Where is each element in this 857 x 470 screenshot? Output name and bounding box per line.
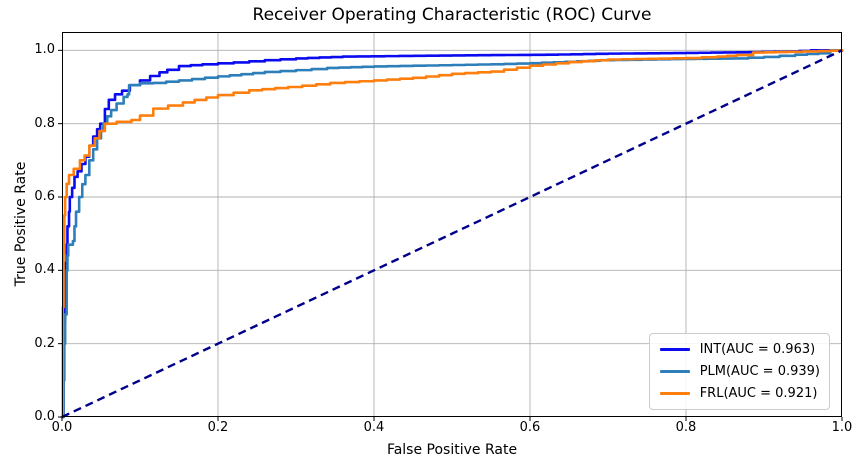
y-tick-label: 0.4 bbox=[34, 262, 55, 278]
x-axis-label: False Positive Rate bbox=[386, 442, 518, 458]
x-tick-label: 0.4 bbox=[363, 420, 385, 435]
y-tick-label: 0.6 bbox=[34, 189, 55, 204]
roc-curve-frl bbox=[60, 49, 844, 419]
legend-line-swatch bbox=[659, 392, 690, 395]
legend-item-int: INT(AUC = 0.963) bbox=[659, 340, 820, 359]
y-tick-label: 0.0 bbox=[34, 409, 55, 424]
y-tick-label: 1.0 bbox=[34, 42, 55, 58]
x-tick-label: 0.6 bbox=[519, 420, 541, 435]
axes-spines bbox=[62, 32, 842, 417]
legend-label: PLM(AUC = 0.939) bbox=[699, 364, 820, 379]
legend-line-swatch bbox=[659, 370, 690, 373]
plot-area: INT(AUC = 0.963) PLM(AUC = 0.939) FRL(AUC … bbox=[58, 32, 844, 421]
x-tick-label: 0.0 bbox=[51, 420, 73, 435]
chart-canvas bbox=[58, 32, 844, 421]
legend-line-swatch bbox=[659, 348, 690, 351]
x-tick-label: 1.0 bbox=[831, 420, 853, 435]
legend-label: FRL(AUC = 0.921) bbox=[699, 386, 818, 401]
x-tick-label: 0.2 bbox=[207, 420, 229, 435]
legend-label: INT(AUC = 0.963) bbox=[699, 342, 816, 357]
legend-box: INT(AUC = 0.963) PLM(AUC = 0.939) FRL(AUC … bbox=[648, 333, 830, 410]
chance-diagonal-line bbox=[61, 49, 843, 419]
legend-item-plm: PLM(AUC = 0.939) bbox=[659, 362, 820, 381]
roc-curve-int bbox=[60, 49, 844, 419]
x-tick-label: 0.8 bbox=[675, 420, 697, 435]
y-tick-label: 0.8 bbox=[34, 115, 55, 131]
y-tick-label: 0.2 bbox=[34, 335, 55, 351]
legend-item-frl: FRL(AUC = 0.921) bbox=[659, 384, 820, 403]
chart-title: Receiver Operating Characteristic (ROC) … bbox=[252, 5, 652, 25]
